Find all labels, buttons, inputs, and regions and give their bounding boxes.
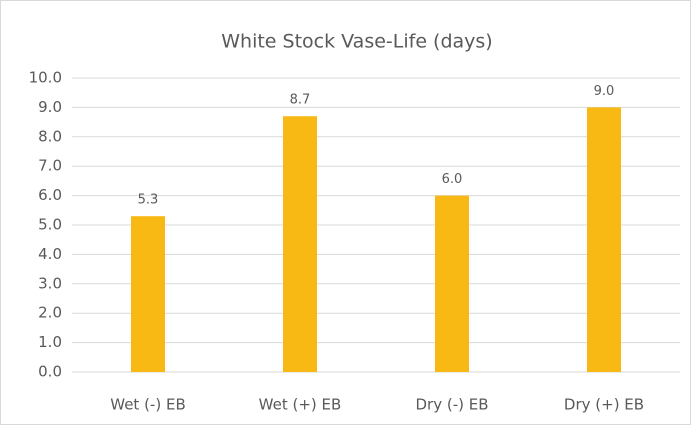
- y-tick-label: 9.0: [38, 98, 62, 116]
- y-tick-label: 8.0: [38, 127, 62, 145]
- value-label: 8.7: [290, 93, 311, 108]
- bar: [587, 107, 621, 373]
- x-tick-label: Dry (+) EB: [564, 396, 644, 414]
- y-tick-label: 6.0: [38, 186, 62, 204]
- y-tick-label: 5.0: [38, 216, 62, 234]
- y-tick-label: 1.0: [38, 333, 62, 351]
- bar: [435, 195, 469, 372]
- value-label: 6.0: [442, 172, 463, 187]
- x-tick-label: Wet (-) EB: [110, 396, 185, 414]
- bar: [283, 116, 317, 372]
- y-tick-label: 7.0: [38, 157, 62, 175]
- bar: [131, 216, 165, 372]
- y-tick-label: 4.0: [38, 245, 62, 263]
- x-tick-label: Dry (-) EB: [415, 396, 488, 414]
- y-tick-label: 0.0: [38, 363, 62, 381]
- chart-title: White Stock Vase-Life (days): [221, 31, 492, 53]
- x-tick-label: Wet (+) EB: [259, 396, 342, 414]
- y-tick-label: 2.0: [38, 304, 62, 322]
- value-label: 5.3: [138, 193, 159, 208]
- y-tick-label: 10.0: [29, 69, 62, 87]
- value-label: 9.0: [594, 84, 615, 99]
- y-tick-label: 3.0: [38, 274, 62, 292]
